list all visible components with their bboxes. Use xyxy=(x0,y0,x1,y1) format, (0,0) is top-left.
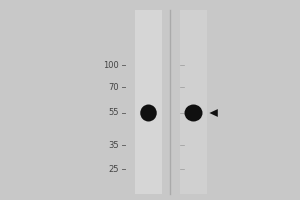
Ellipse shape xyxy=(184,104,202,121)
Text: 70: 70 xyxy=(108,82,119,92)
Text: 25: 25 xyxy=(108,164,119,173)
Text: 100: 100 xyxy=(103,60,118,70)
Ellipse shape xyxy=(140,104,157,121)
Text: 55: 55 xyxy=(108,108,119,117)
Bar xyxy=(135,10,162,194)
Bar xyxy=(180,10,207,194)
Text: 35: 35 xyxy=(108,140,119,150)
Polygon shape xyxy=(209,109,218,117)
